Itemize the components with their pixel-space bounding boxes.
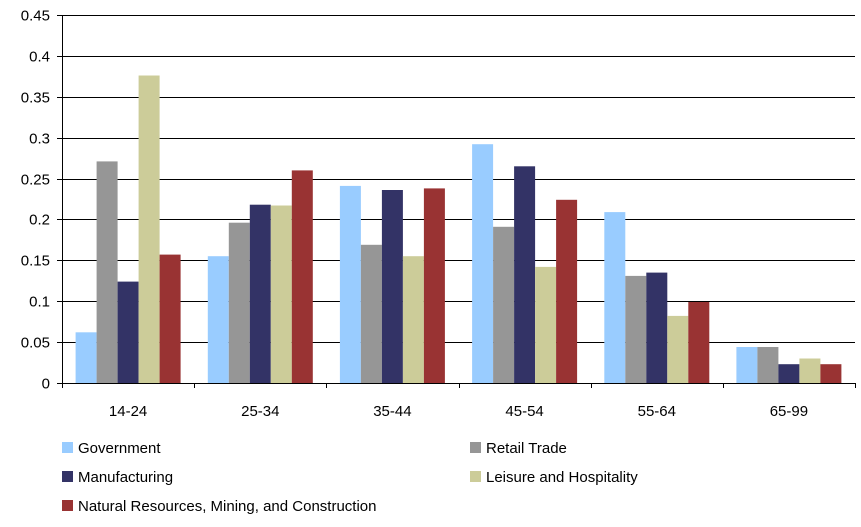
bar-natural-resources-mining-and-construction-25-34 xyxy=(291,170,313,383)
bar-government-55-64 xyxy=(604,212,626,383)
x-tick-label: 35-44 xyxy=(373,403,411,420)
bar-natural-resources-mining-and-construction-14-24 xyxy=(159,254,181,383)
bar-retail-trade-35-44 xyxy=(360,244,382,383)
bar-manufacturing-35-44 xyxy=(381,190,403,383)
y-tick-label: 0.2 xyxy=(29,212,50,229)
bar-leisure-and-hospitality-25-34 xyxy=(270,205,292,383)
bar-natural-resources-mining-and-construction-45-54 xyxy=(556,199,578,383)
y-tick-label: 0.15 xyxy=(21,253,50,270)
bar-government-65-99 xyxy=(736,347,758,383)
axes: 0 0.05 0.1 0.15 0.2 0.25 0.3 0.35 0.4 0.45 14-24 25… xyxy=(21,8,856,420)
y-tick-label: 0.35 xyxy=(21,90,50,107)
legend-item: Leisure and Hospitality xyxy=(470,469,638,486)
legend-swatch xyxy=(62,500,73,511)
bar-government-35-44 xyxy=(339,185,361,383)
bar-manufacturing-65-99 xyxy=(778,364,800,383)
legend-item: Natural Resources, Mining, and Construct… xyxy=(62,498,376,515)
legend-swatch xyxy=(62,471,73,482)
legend-swatch xyxy=(62,442,73,453)
y-tick-label: 0.4 xyxy=(29,49,50,66)
bar-leisure-and-hospitality-65-99 xyxy=(799,358,821,383)
x-tick-label: 65-99 xyxy=(770,403,808,420)
bar-government-25-34 xyxy=(207,256,229,383)
legend: Government Retail Trade Manufacturing Leisu… xyxy=(62,440,638,515)
legend-swatch xyxy=(470,442,481,453)
bar-natural-resources-mining-and-construction-35-44 xyxy=(423,188,445,383)
y-tick-label: 0.45 xyxy=(21,8,50,25)
legend-label: Leisure and Hospitality xyxy=(486,469,638,486)
bar-retail-trade-14-24 xyxy=(96,161,118,383)
x-tick-label: 25-34 xyxy=(241,403,279,420)
bar-natural-resources-mining-and-construction-65-99 xyxy=(820,364,842,383)
bar-government-14-24 xyxy=(75,332,97,383)
bar-manufacturing-45-54 xyxy=(514,166,536,383)
bar-leisure-and-hospitality-55-64 xyxy=(667,315,689,383)
bar-natural-resources-mining-and-construction-55-64 xyxy=(688,302,710,383)
bar-retail-trade-55-64 xyxy=(625,275,647,383)
x-tick-label: 55-64 xyxy=(638,403,676,420)
bar-leisure-and-hospitality-14-24 xyxy=(138,75,160,383)
y-tick-label: 0.25 xyxy=(21,172,50,189)
y-tick-label: 0 xyxy=(42,376,50,393)
legend-label: Government xyxy=(78,440,161,457)
bar-retail-trade-45-54 xyxy=(493,226,515,383)
x-tick-label: 45-54 xyxy=(505,403,543,420)
y-tick-label: 0.3 xyxy=(29,131,50,148)
y-tick-label: 0.1 xyxy=(29,294,50,311)
bar-leisure-and-hospitality-45-54 xyxy=(535,266,557,383)
bar-government-45-54 xyxy=(472,144,494,383)
legend-label: Natural Resources, Mining, and Construct… xyxy=(78,498,376,515)
legend-item: Government xyxy=(62,440,161,457)
bar-leisure-and-hospitality-35-44 xyxy=(402,256,424,383)
bar-manufacturing-55-64 xyxy=(646,272,668,383)
y-tick-label: 0.05 xyxy=(21,335,50,352)
bar-manufacturing-25-34 xyxy=(249,204,271,383)
legend-label: Manufacturing xyxy=(78,469,173,486)
bar-retail-trade-25-34 xyxy=(228,222,250,383)
legend-item: Retail Trade xyxy=(470,440,567,457)
gridlines xyxy=(62,15,855,343)
legend-swatch xyxy=(470,471,481,482)
legend-label: Retail Trade xyxy=(486,440,567,457)
bars xyxy=(75,75,842,383)
bar-manufacturing-14-24 xyxy=(117,281,139,383)
bar-retail-trade-65-99 xyxy=(757,347,779,383)
legend-item: Manufacturing xyxy=(62,469,173,486)
x-tick-label: 14-24 xyxy=(109,403,147,420)
